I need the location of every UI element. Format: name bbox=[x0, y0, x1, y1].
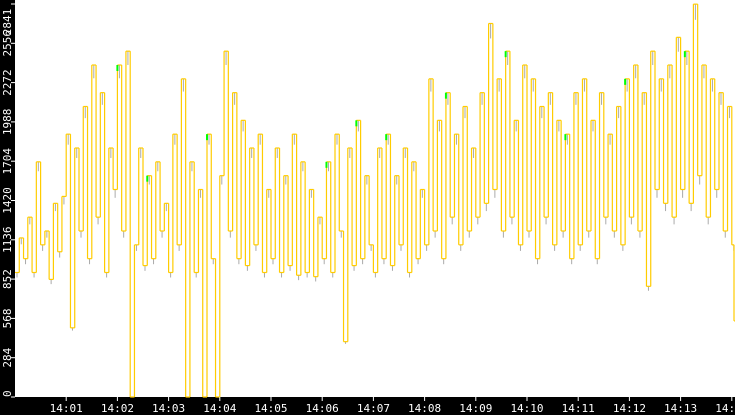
y-tick-label: 1988 bbox=[1, 109, 14, 135]
x-tick-label: 14:04 bbox=[203, 402, 236, 415]
plot-area bbox=[15, 0, 735, 397]
y-tick-label: 1136 bbox=[1, 227, 14, 254]
x-axis: 14:01 14:02 14:03 14:04 14:05 14:06 14:07 14:08… bbox=[50, 397, 735, 415]
x-tick-label: 14:11 bbox=[562, 402, 595, 415]
x-tick-label: 14:12 bbox=[613, 402, 646, 415]
x-tick-label: 14:02 bbox=[101, 402, 134, 415]
y-tick-label: 2272 bbox=[1, 69, 14, 96]
x-tick-label: 14:06 bbox=[306, 402, 339, 415]
x-tick-label: 14:13 bbox=[664, 402, 697, 415]
y-tick-label: 2841 bbox=[1, 9, 14, 36]
y-tick-label: 0 bbox=[1, 390, 14, 397]
x-tick-label: 14:07 bbox=[357, 402, 390, 415]
series-line bbox=[15, 3, 735, 398]
y-tick-label: 568 bbox=[1, 308, 14, 328]
y-tick-label: 1420 bbox=[1, 187, 14, 214]
y-tick-label: 1704 bbox=[1, 148, 14, 175]
x-tick-label: 14:03 bbox=[152, 402, 185, 415]
x-tick-label: 14:08 bbox=[408, 402, 441, 415]
y-tick-label: 2556 bbox=[1, 30, 14, 57]
y-tick-label: 852 bbox=[1, 269, 14, 289]
x-tick-label: 14:01 bbox=[50, 402, 83, 415]
x-tick-label: 14:10 bbox=[510, 402, 543, 415]
y-tick-label: 284 bbox=[1, 347, 14, 367]
x-tick-label: 14:09 bbox=[459, 402, 492, 415]
x-tick-label: 14:14 bbox=[715, 402, 735, 415]
x-tick-label: 14:05 bbox=[254, 402, 287, 415]
